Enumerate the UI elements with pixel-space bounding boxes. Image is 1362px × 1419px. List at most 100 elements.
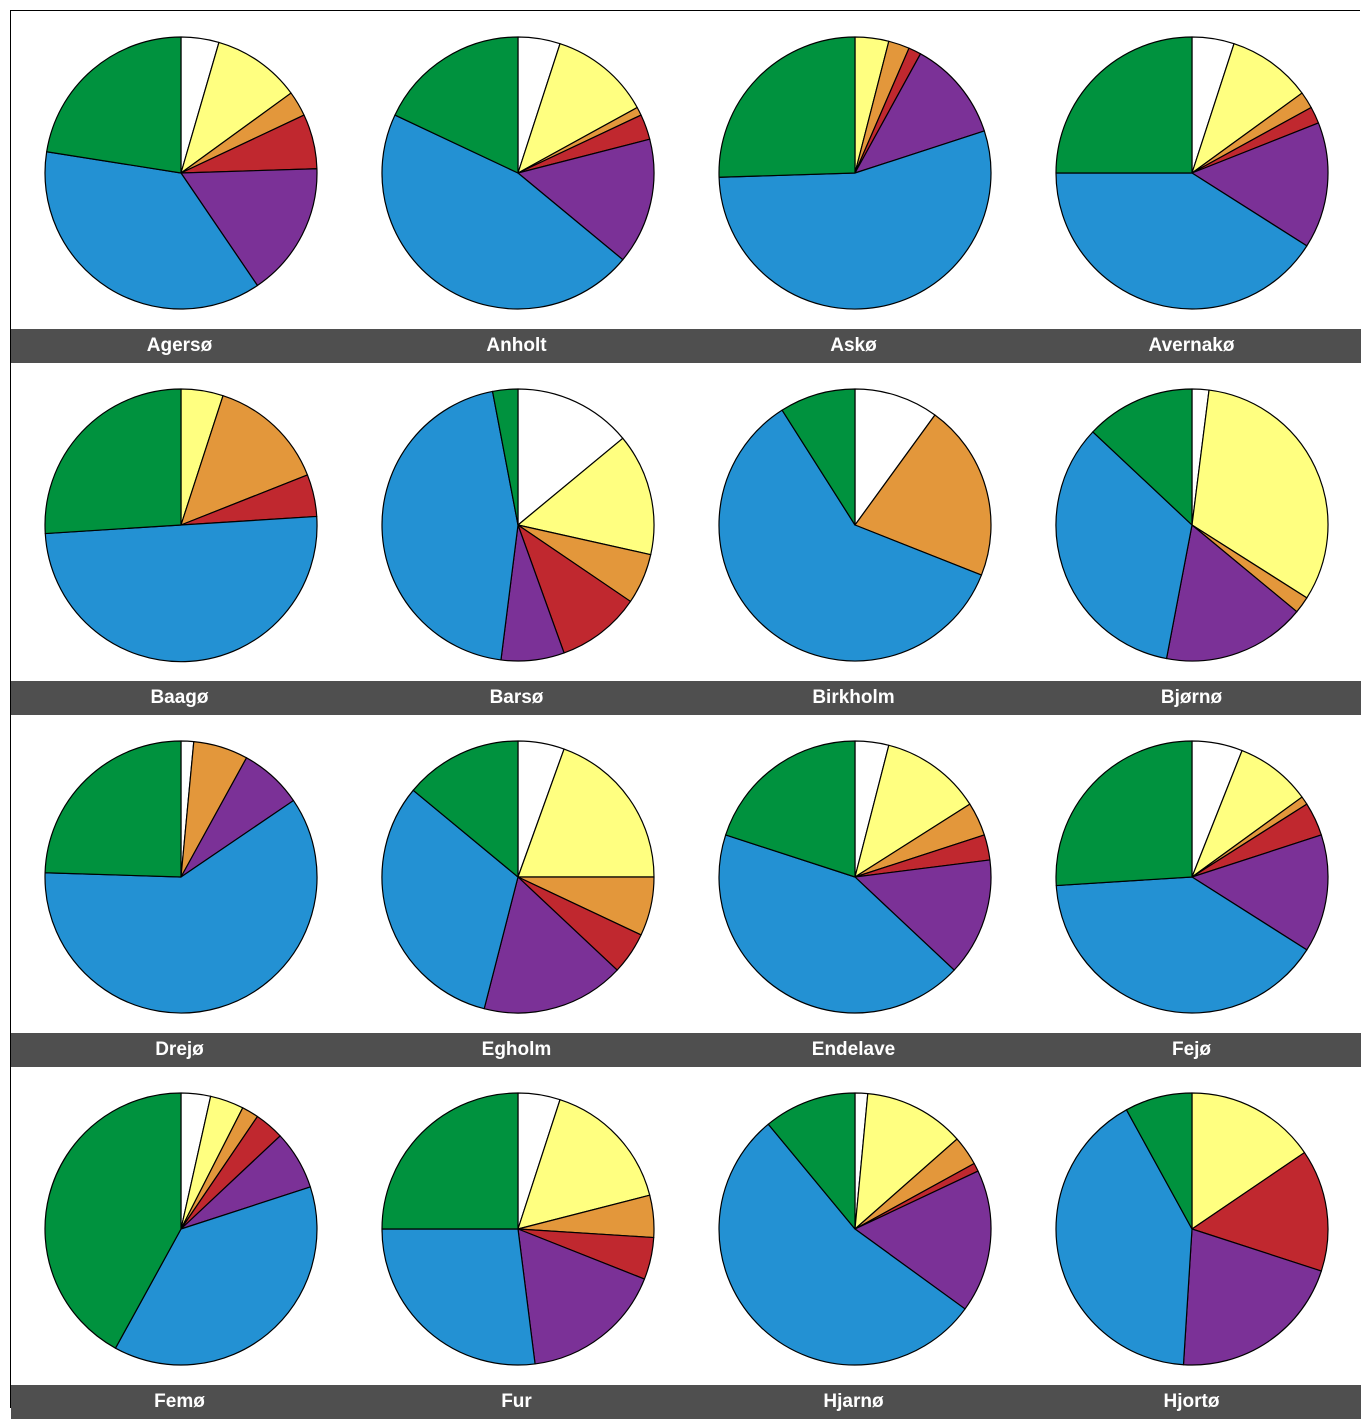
pie-label: Avernakø	[1022, 329, 1361, 363]
pie-chart-fejo: Fejø	[1022, 715, 1361, 1067]
pie-grid: Agersø Anholt Askø Avernakø Baagø Barsø …	[10, 10, 1361, 1419]
pie-svg	[1055, 36, 1329, 310]
pie-slice-green	[394, 36, 519, 174]
pie-svg	[381, 1092, 655, 1366]
pie-slice-yellow	[180, 41, 292, 174]
pie-label: Femø	[11, 1385, 348, 1419]
pie-slice-blue	[44, 799, 318, 1014]
pie-slice-green	[767, 1092, 856, 1230]
pie-slice-green	[725, 740, 856, 878]
pie-chart-avernako: Avernakø	[1022, 11, 1361, 363]
pie-slice-red	[1191, 1151, 1329, 1272]
pie-label: Birkholm	[685, 681, 1022, 715]
pie-slice-purple	[180, 168, 318, 287]
pie-label: Fejø	[1022, 1033, 1361, 1067]
pie-label: Anholt	[348, 329, 685, 363]
pie-slice-green	[44, 740, 182, 878]
pie-slice-purple	[1191, 834, 1329, 951]
pie-label: Agersø	[11, 329, 348, 363]
pie-svg	[718, 36, 992, 310]
pie-slice-white	[854, 388, 936, 526]
pie-chart-hjarno: Hjarnø	[685, 1067, 1022, 1419]
pie-slice-orange	[180, 395, 309, 526]
pie-chart-barso: Barsø	[348, 363, 685, 715]
pie-svg	[718, 388, 992, 662]
pie-slice-green	[46, 36, 182, 174]
pie-slice-green	[1055, 36, 1193, 174]
pie-slice-blue	[1055, 431, 1193, 660]
pie-chart-birkholm: Birkholm	[685, 363, 1022, 715]
pie-slice-purple	[854, 859, 992, 971]
pie-slice-green	[1092, 388, 1193, 526]
pie-slice-purple	[854, 1170, 992, 1310]
pie-slice-orange	[854, 414, 992, 576]
pie-slice-yellow	[854, 744, 971, 878]
pie-label: Hjarnø	[685, 1385, 1022, 1419]
pie-chart-agerso: Agersø	[11, 11, 348, 363]
pie-slice-blue	[44, 151, 259, 310]
pie-label: Hjortø	[1022, 1385, 1361, 1419]
pie-label: Fur	[348, 1385, 685, 1419]
pie-svg	[718, 1092, 992, 1366]
pie-slice-yellow	[517, 437, 655, 556]
pie-slice-yellow	[1191, 43, 1303, 174]
pie-chart-drejo: Drejø	[11, 715, 348, 1067]
pie-slice-green	[44, 1092, 182, 1349]
pie-slice-green	[44, 388, 182, 535]
pie-slice-blue	[1055, 1109, 1193, 1366]
pie-chart-fur: Fur	[348, 1067, 685, 1419]
pie-svg	[44, 388, 318, 663]
pie-svg	[44, 740, 318, 1014]
pie-svg	[718, 740, 992, 1014]
pie-slice-blue	[1055, 876, 1308, 1014]
pie-slice-purple	[1182, 1228, 1322, 1366]
pie-label: Bjørnø	[1022, 681, 1361, 715]
pie-slice-blue	[114, 1186, 318, 1366]
pie-label: Baagø	[11, 681, 348, 715]
pie-slice-green	[412, 740, 519, 878]
pie-slice-green	[491, 388, 519, 526]
pie-slice-green	[1055, 740, 1193, 887]
pie-slice-purple	[854, 53, 985, 174]
pie-slice-purple	[1165, 524, 1298, 662]
pie-slice-purple	[517, 138, 655, 261]
pie-chart-femo: Femø	[11, 1067, 348, 1419]
pie-slice-purple	[517, 1228, 646, 1365]
pie-chart-bjorno: Bjørnø	[1022, 363, 1361, 715]
pie-slice-blue	[381, 390, 519, 661]
pie-slice-blue	[718, 834, 955, 1014]
pie-label: Barsø	[348, 681, 685, 715]
pie-svg	[381, 36, 655, 310]
pie-chart-anholt: Anholt	[348, 11, 685, 363]
pie-slice-green	[1125, 1092, 1193, 1230]
pie-slice-blue	[718, 409, 983, 662]
pie-slice-blue	[381, 789, 519, 1010]
pie-svg	[1055, 740, 1329, 1014]
pie-label: Drejø	[11, 1033, 348, 1067]
pie-svg	[381, 740, 655, 1014]
pie-chart-endelave: Endelave	[685, 715, 1022, 1067]
pie-slice-yellow	[1191, 1092, 1306, 1230]
pie-svg	[381, 388, 655, 662]
pie-slice-purple	[483, 876, 618, 1014]
pie-slice-green	[781, 388, 856, 526]
pie-svg	[1055, 1092, 1329, 1366]
pie-chart-hjorto: Hjortø	[1022, 1067, 1361, 1419]
pie-slice-yellow	[854, 1093, 958, 1230]
pie-chart-baago: Baagø	[11, 363, 348, 715]
pie-svg	[44, 36, 318, 310]
pie-label: Egholm	[348, 1033, 685, 1067]
pie-label: Endelave	[685, 1033, 1022, 1067]
pie-slice-blue	[381, 1228, 536, 1366]
pie-slice-blue	[381, 114, 624, 310]
pie-slice-yellow	[517, 1099, 651, 1230]
pie-slice-green	[381, 1092, 519, 1230]
pie-chart-egholm: Egholm	[348, 715, 685, 1067]
pie-slice-yellow	[517, 43, 638, 174]
pie-slice-green	[718, 36, 856, 178]
pie-slice-blue	[44, 515, 318, 663]
pie-label: Askø	[685, 329, 1022, 363]
pie-slice-white	[517, 388, 624, 526]
pie-slice-purple	[1191, 122, 1329, 247]
pie-svg	[1055, 388, 1329, 662]
